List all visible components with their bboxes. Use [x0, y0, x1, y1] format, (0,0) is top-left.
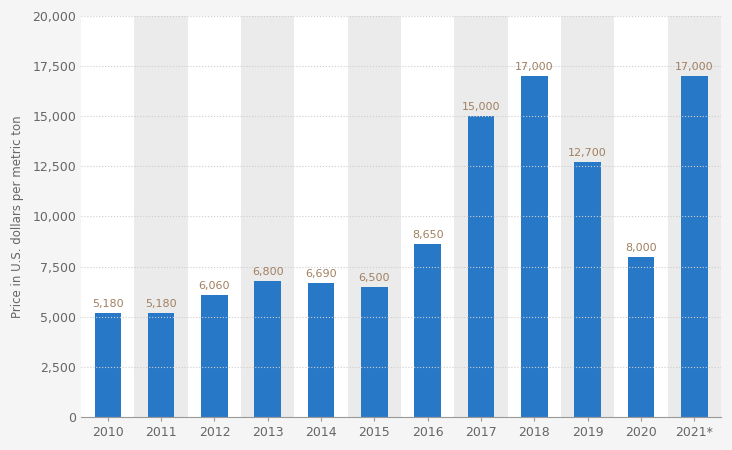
Y-axis label: Price in U.S. dollars per metric ton: Price in U.S. dollars per metric ton	[11, 115, 24, 318]
Bar	[307, 283, 335, 417]
Bar	[455, 16, 508, 417]
Bar	[627, 256, 654, 417]
Bar	[414, 243, 441, 417]
Bar	[575, 162, 601, 417]
Text: 17,000: 17,000	[515, 62, 553, 72]
Text: 5,180: 5,180	[146, 299, 177, 309]
Bar	[255, 281, 281, 417]
Bar	[468, 116, 494, 417]
Text: 6,060: 6,060	[198, 281, 230, 292]
Bar	[521, 76, 548, 417]
Text: 6,690: 6,690	[305, 269, 337, 279]
Bar	[361, 287, 388, 417]
Text: 12,700: 12,700	[568, 148, 607, 158]
Bar	[241, 16, 294, 417]
Text: 17,000: 17,000	[675, 62, 714, 72]
Bar	[294, 16, 348, 417]
Bar	[401, 16, 455, 417]
Bar	[81, 16, 135, 417]
Bar	[614, 16, 668, 417]
Text: 8,000: 8,000	[625, 243, 657, 252]
Bar	[681, 76, 708, 417]
Text: 6,500: 6,500	[359, 273, 390, 283]
Bar	[508, 16, 561, 417]
Bar	[201, 296, 228, 417]
Bar	[148, 313, 174, 417]
Text: 15,000: 15,000	[462, 102, 500, 112]
Bar	[348, 16, 401, 417]
Bar	[94, 313, 122, 417]
Bar	[188, 16, 241, 417]
Text: 6,800: 6,800	[252, 266, 283, 277]
Bar	[668, 16, 721, 417]
Bar	[135, 16, 188, 417]
Text: 8,650: 8,650	[412, 230, 444, 239]
Bar	[561, 16, 614, 417]
Text: 5,180: 5,180	[92, 299, 124, 309]
